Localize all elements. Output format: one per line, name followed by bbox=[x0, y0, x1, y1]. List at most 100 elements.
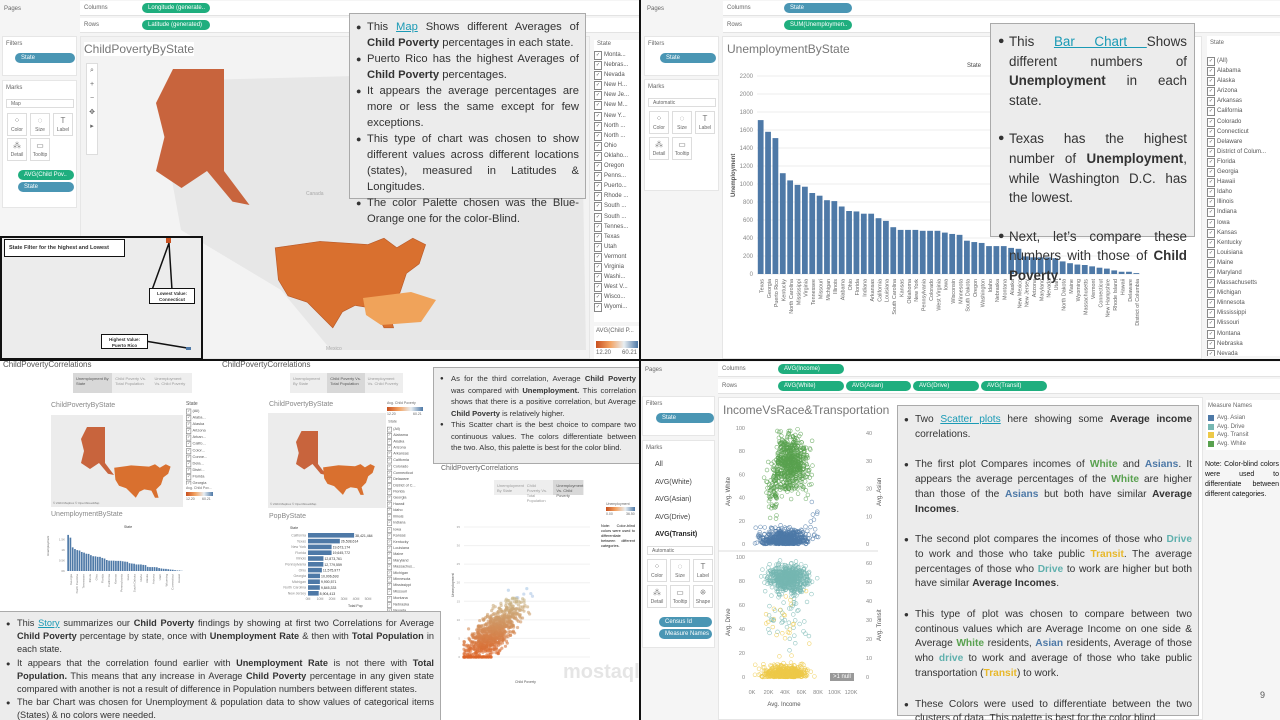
state-checkbox[interactable]: Kansas bbox=[1207, 228, 1280, 238]
pan-icon[interactable]: ✥ bbox=[89, 109, 95, 116]
mini-bar[interactable] bbox=[101, 557, 104, 571]
state-checkbox[interactable]: Florida bbox=[1207, 157, 1280, 168]
mini-bar[interactable] bbox=[165, 568, 167, 571]
avg-income-pill[interactable]: AVG(Income) bbox=[778, 364, 844, 374]
mini-bar[interactable] bbox=[83, 552, 85, 571]
state-checkbox[interactable]: Idaho bbox=[1207, 187, 1280, 198]
marks-card-asian[interactable]: AVG(Asian) bbox=[655, 496, 692, 503]
d2-state-list[interactable]: State (All)AlabamaAlaskaArizonaArkansasC… bbox=[387, 420, 425, 613]
mini-bar[interactable] bbox=[160, 568, 163, 571]
mini-bar[interactable] bbox=[96, 556, 99, 571]
color-button[interactable]: ⁘ Color bbox=[7, 113, 27, 136]
state-checkbox[interactable]: Wyomi... bbox=[594, 302, 639, 313]
avg-asian-pill[interactable]: AVG(Asian) bbox=[846, 381, 911, 391]
map-zoom-controls[interactable]: ⌕ + − ✥ ▸ bbox=[86, 63, 98, 155]
bar-nebraska[interactable] bbox=[993, 246, 1000, 274]
state-checkbox[interactable]: Penns... bbox=[594, 171, 639, 182]
mini-bar[interactable] bbox=[142, 564, 145, 571]
label-button[interactable]: T Label bbox=[53, 113, 73, 136]
state-checkbox[interactable]: Nebras... bbox=[594, 60, 639, 71]
mini-bar[interactable] bbox=[167, 569, 170, 571]
pop-bar[interactable] bbox=[308, 585, 320, 590]
state-detail-pill[interactable]: State bbox=[18, 182, 74, 192]
bar-oklahoma[interactable] bbox=[905, 229, 911, 274]
mini-bar[interactable] bbox=[69, 537, 72, 571]
mini-bar[interactable] bbox=[137, 564, 140, 571]
state-checkbox[interactable]: North ... bbox=[594, 121, 639, 131]
size-button[interactable]: ◌ Size bbox=[30, 113, 50, 136]
story-tab[interactable]: Child Poverty Vs. Total Population bbox=[327, 373, 365, 393]
color-button[interactable]: ⁘ Color bbox=[649, 111, 669, 134]
d1-map[interactable]: © 2024 Mapbox © OpenStreetMap bbox=[51, 415, 183, 507]
mini-bar[interactable] bbox=[130, 563, 133, 571]
state-checkbox[interactable]: Michigan bbox=[1207, 288, 1280, 299]
bar-idaho[interactable] bbox=[986, 246, 992, 274]
state-checkbox[interactable]: California bbox=[1207, 106, 1280, 117]
avg-transit-pill[interactable]: AVG(Transit) bbox=[981, 381, 1047, 391]
story-tab[interactable]: Unemployment Vs. Child Poverty bbox=[367, 376, 399, 386]
bar-south-dakota[interactable] bbox=[964, 240, 970, 274]
unemployment-vs-poverty-scatter[interactable]: Child Poverty Unemployment 35 30 25 20 15 10 5… bbox=[440, 497, 600, 687]
color-button[interactable]: ⁘ Color bbox=[647, 559, 667, 582]
state-checkbox[interactable]: New Je... bbox=[594, 90, 639, 101]
mark-type-dropdown[interactable]: Automatic bbox=[647, 546, 713, 555]
state-checkbox[interactable]: Nevada bbox=[594, 70, 639, 81]
avg-white-pill[interactable]: AVG(White) bbox=[778, 381, 844, 391]
mini-bar[interactable] bbox=[92, 556, 94, 571]
mini-bar[interactable] bbox=[149, 567, 151, 571]
text-link[interactable]: Bar Chart bbox=[1053, 34, 1147, 49]
mini-bar[interactable] bbox=[90, 555, 92, 571]
mini-bar[interactable] bbox=[140, 564, 142, 571]
state-checkbox[interactable]: Utah bbox=[594, 242, 639, 252]
state-checkbox[interactable]: Arizona bbox=[1207, 86, 1280, 97]
state-checkbox[interactable]: Tennes... bbox=[594, 222, 639, 232]
bar-virginia[interactable] bbox=[801, 186, 808, 274]
zoom-in-icon[interactable]: + bbox=[89, 81, 95, 88]
bar-indiana[interactable] bbox=[860, 213, 867, 274]
story-navigator-3[interactable]: Unemployment By State Child Poverty Vs. … bbox=[494, 480, 584, 503]
state-checkbox[interactable]: Maryland bbox=[1207, 268, 1280, 279]
state-checkbox[interactable]: Nebraska bbox=[1207, 339, 1280, 349]
pop-bar[interactable] bbox=[308, 533, 355, 538]
bar-minnesota[interactable] bbox=[956, 234, 963, 274]
state-checkbox[interactable]: Montana bbox=[1207, 329, 1280, 339]
mini-bar[interactable] bbox=[105, 560, 108, 571]
state-checkbox[interactable]: Oregon bbox=[594, 161, 639, 172]
state-checkbox[interactable]: Puerto... bbox=[594, 181, 639, 192]
marks-card-white[interactable]: AVG(White) bbox=[655, 479, 692, 486]
mini-bar[interactable] bbox=[80, 552, 83, 571]
label-button[interactable]: T Label bbox=[695, 111, 715, 134]
pop-bar[interactable] bbox=[308, 556, 324, 561]
state-checkbox[interactable]: Alabama bbox=[1207, 66, 1280, 77]
state-checkbox[interactable]: Rhode ... bbox=[594, 191, 639, 202]
mini-bar[interactable] bbox=[74, 549, 76, 571]
census-id-pill[interactable]: Census Id bbox=[659, 617, 712, 627]
state-checkbox[interactable]: South ... bbox=[594, 212, 639, 222]
state-filter-list[interactable]: State (All)AlabamaAlaskaArizonaArkansasC… bbox=[1207, 36, 1280, 356]
state-checkbox[interactable]: Nevada bbox=[387, 608, 424, 613]
mini-bar[interactable] bbox=[133, 563, 135, 571]
state-checkbox[interactable]: Kentucky bbox=[1207, 238, 1280, 248]
mini-bar[interactable] bbox=[153, 567, 156, 571]
state-checkbox[interactable]: New Y... bbox=[594, 111, 639, 121]
state-checkbox[interactable]: Virginia bbox=[594, 262, 639, 273]
pop-bar[interactable] bbox=[308, 573, 321, 579]
mini-bar[interactable] bbox=[156, 567, 158, 571]
mini-bar[interactable] bbox=[135, 564, 138, 571]
state-checkbox[interactable]: District of Colum... bbox=[1207, 147, 1280, 157]
mini-bar[interactable] bbox=[108, 560, 110, 571]
bar-california[interactable] bbox=[875, 218, 882, 274]
mini-bar[interactable] bbox=[110, 560, 113, 571]
income-scatter-plots[interactable]: Avg. White Avg. Asian Avg. Drive Avg. Tr… bbox=[718, 361, 888, 713]
bar-colorado[interactable] bbox=[927, 230, 933, 274]
mini-bar[interactable] bbox=[85, 553, 88, 571]
mini-bar[interactable] bbox=[103, 558, 106, 571]
pop-bar[interactable] bbox=[308, 544, 332, 550]
mini-bar[interactable] bbox=[117, 560, 120, 571]
mini-bar[interactable] bbox=[99, 556, 101, 571]
bar-louisiana[interactable] bbox=[883, 220, 889, 274]
state-checkbox[interactable]: Mississippi bbox=[1207, 308, 1280, 319]
state-checkbox[interactable]: Alaska bbox=[1207, 76, 1280, 87]
detail-button[interactable]: ⁂ Detail bbox=[7, 138, 27, 161]
pop-bar[interactable] bbox=[308, 562, 324, 567]
